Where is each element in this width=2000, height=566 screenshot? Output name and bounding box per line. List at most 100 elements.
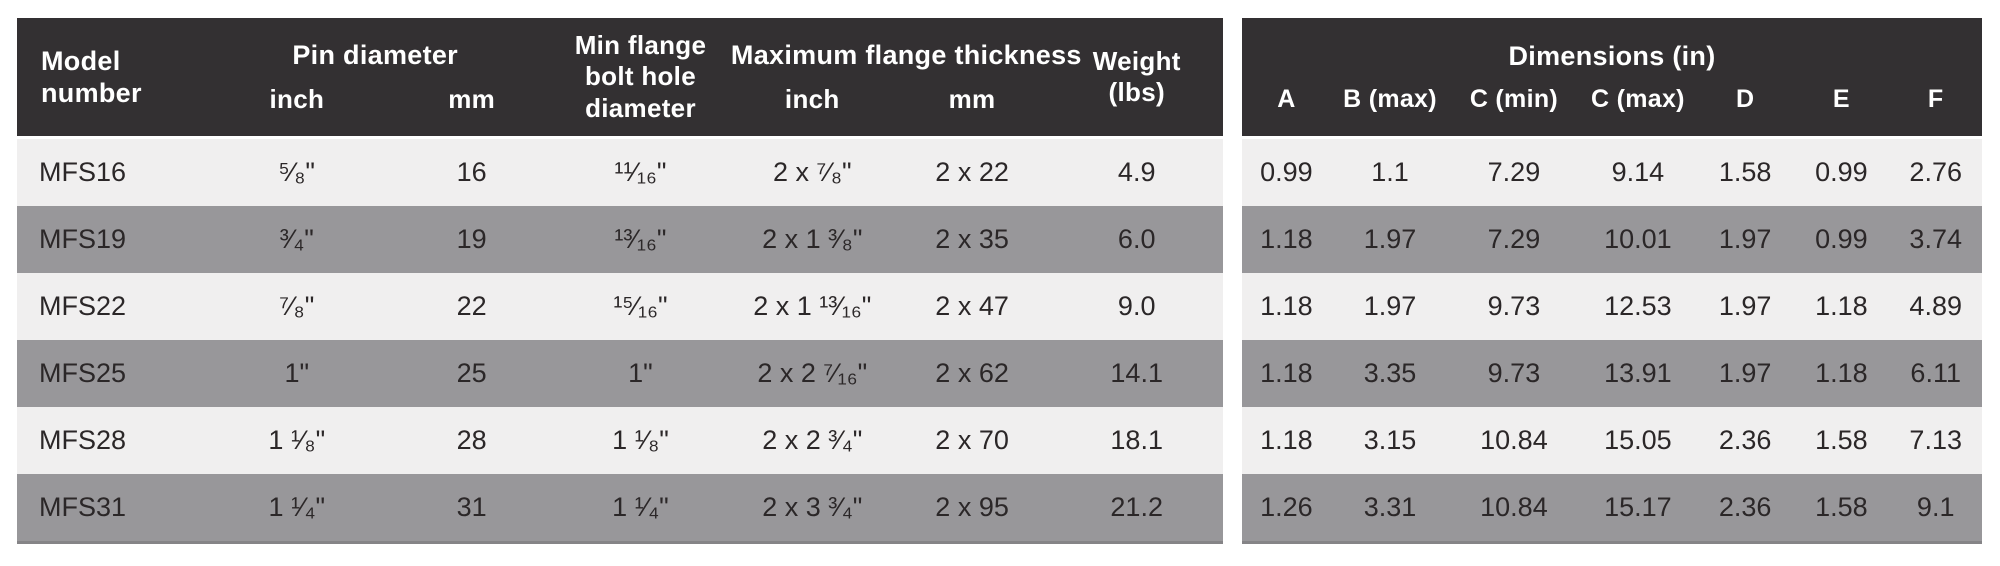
specs-table-body: MFS16 ⁵⁄₈" 16 ¹¹⁄₁₆" 2 x ⁷⁄₈" 2 x 22 4.9…: [17, 139, 1223, 544]
pin-diameter-mm-cell: 25: [456, 358, 487, 388]
pin-diameter-mm-cell: 22: [456, 291, 487, 321]
dim-e-cell: 0.99: [1815, 157, 1868, 187]
pin-diameter-inch-cell: 1": [284, 358, 310, 388]
dim-cmax-cell: 13.91: [1604, 358, 1672, 388]
model-number-cell: MFS31: [39, 492, 127, 522]
pin-diameter-mm-cell: 31: [456, 492, 487, 522]
dim-cmin-cell: 10.84: [1480, 492, 1548, 522]
max-flange-mm-cell: 2 x 70: [935, 425, 1009, 455]
max-flange-inch-cell: 2 x 1 ¹³⁄₁₆": [753, 291, 872, 321]
dim-cmin-cell: 9.73: [1487, 291, 1541, 321]
weight-cell: 4.9: [1117, 157, 1156, 187]
max-flange-mm-cell: 2 x 35: [935, 224, 1009, 254]
col-header-max-flange-thickness: Maximum flange thickness: [730, 39, 1082, 70]
pin-diameter-inch-cell: ³⁄₄": [279, 224, 314, 254]
pin-diameter-inch-cell: 1 ¹⁄₈": [268, 425, 326, 455]
dim-a-cell: 1.18: [1260, 425, 1313, 455]
min-flange-cell: ¹³⁄₁₆": [614, 224, 667, 254]
max-flange-inch-cell: 2 x 3 ³⁄₄": [762, 492, 863, 522]
dim-a-cell: 1.26: [1260, 492, 1313, 522]
max-flange-inch-cell: 2 x 1 ³⁄₈": [762, 224, 863, 254]
max-flange-mm-cell: 2 x 62: [935, 358, 1009, 388]
dimensions-table: Dimensions (in) A B (max) C (min) C (max…: [1242, 18, 1982, 566]
col-header-f: F: [1927, 84, 1944, 113]
dim-b-cell: 1.1: [1371, 157, 1409, 187]
dim-e-cell: 1.58: [1815, 425, 1868, 455]
dim-b-cell: 3.35: [1363, 358, 1417, 388]
dim-cmax-cell: 9.14: [1611, 157, 1665, 187]
dim-f-cell: 6.11: [1910, 358, 1961, 388]
dim-cmin-cell: 7.29: [1487, 224, 1541, 254]
pin-diameter-mm-cell: 28: [456, 425, 487, 455]
min-flange-cell: 1 ¹⁄₈": [612, 425, 669, 455]
dimensions-row-mfs19: 1.18 1.97 7.29 10.01 1.97 0.99 3.74: [1242, 206, 1982, 273]
pin-diameter-inch-cell: ⁷⁄₈": [279, 291, 315, 321]
dim-cmax-cell: 10.01: [1604, 224, 1672, 254]
col-header-e: E: [1832, 84, 1850, 113]
col-header-c-max: C (max): [1590, 84, 1685, 113]
pin-diameter-mm-cell: 16: [456, 157, 487, 187]
dim-cmin-cell: 10.84: [1480, 425, 1548, 455]
dimensions-row-mfs28: 1.18 3.15 10.84 15.05 2.36 1.58 7.13: [1242, 407, 1982, 474]
pin-diameter-inch-cell: ⁵⁄₈": [278, 157, 316, 187]
col-header-model-number: Model number: [41, 45, 142, 108]
dim-a-cell: 1.18: [1260, 358, 1313, 388]
model-number-cell: MFS28: [39, 425, 127, 455]
dim-e-cell: 0.99: [1815, 224, 1868, 254]
col-header-b-max: B (max): [1343, 84, 1437, 113]
dim-f-cell: 4.89: [1909, 291, 1962, 321]
dim-f-cell: 7.13: [1909, 425, 1962, 455]
max-flange-inch-cell: 2 x 2 ⁷⁄₁₆": [757, 358, 868, 388]
col-group-pin-diameter: Pin diameter inch mm: [200, 18, 550, 136]
dimensions-title: Dimensions (in): [1508, 40, 1716, 71]
min-flange-cell: ¹¹⁄₁₆": [614, 157, 667, 187]
table-row-mfs16: MFS16 ⁵⁄₈" 16 ¹¹⁄₁₆" 2 x ⁷⁄₈" 2 x 22 4.9: [17, 139, 1223, 206]
dim-f-cell: 2.76: [1909, 157, 1962, 187]
dimensions-row-mfs25: 1.18 3.35 9.73 13.91 1.97 1.18 6.11: [1242, 340, 1982, 407]
weight-cell: 18.1: [1110, 425, 1163, 455]
dim-e-cell: 1.18: [1815, 358, 1868, 388]
dim-e-cell: 1.58: [1815, 492, 1868, 522]
dim-cmax-cell: 15.17: [1604, 492, 1672, 522]
specs-table-header: Model number Pin diameter inch mm Min fl…: [17, 18, 1223, 139]
model-number-cell: MFS22: [39, 291, 127, 321]
dim-b-cell: 3.31: [1363, 492, 1417, 522]
dim-a-cell: 1.18: [1260, 224, 1313, 254]
dimensions-row-mfs22: 1.18 1.97 9.73 12.53 1.97 1.18 4.89: [1242, 273, 1982, 340]
pin-diameter-inch-cell: 1 ¹⁄₄": [268, 492, 326, 522]
table-row-mfs19: MFS19 ³⁄₄" 19 ¹³⁄₁₆" 2 x 1 ³⁄₈" 2 x 35 6…: [17, 206, 1223, 273]
dim-b-cell: 1.97: [1363, 224, 1417, 254]
col-header-d: D: [1735, 84, 1755, 113]
dim-d-cell: 1.97: [1718, 358, 1772, 388]
dimensions-table-body: 0.99 1.1 7.29 9.14 1.58 0.99 2.76 1.18 1…: [1242, 139, 1982, 544]
col-header-weight: Weight (lbs): [1092, 45, 1181, 107]
col-header-min-flange-bolt-hole-diameter: Min flange bolt hole diameter: [574, 30, 707, 123]
dim-cmin-cell: 7.29: [1487, 157, 1541, 187]
weight-cell: 21.2: [1110, 492, 1163, 522]
max-flange-mm-cell: 2 x 22: [935, 157, 1009, 187]
dimensions-row-mfs31: 1.26 3.31 10.84 15.17 2.36 1.58 9.1: [1242, 474, 1982, 541]
dim-d-cell: 2.36: [1718, 425, 1772, 455]
min-flange-cell: 1": [628, 358, 653, 388]
dim-d-cell: 1.58: [1718, 157, 1772, 187]
model-number-cell: MFS16: [39, 157, 127, 187]
dim-f-cell: 9.1: [1916, 492, 1955, 522]
table-row-mfs22: MFS22 ⁷⁄₈" 22 ¹⁵⁄₁₆" 2 x 1 ¹³⁄₁₆" 2 x 47…: [17, 273, 1223, 340]
table-row-mfs25: MFS25 1" 25 1" 2 x 2 ⁷⁄₁₆" 2 x 62 14.1: [17, 340, 1223, 407]
col-header-max-flange-inch: inch: [784, 83, 840, 114]
col-header-max-flange-mm: mm: [948, 83, 996, 114]
table-row-mfs31: MFS31 1 ¹⁄₄" 31 1 ¹⁄₄" 2 x 3 ³⁄₄" 2 x 95…: [17, 474, 1223, 541]
weight-cell: 9.0: [1117, 291, 1156, 321]
dim-cmax-cell: 15.05: [1604, 425, 1672, 455]
max-flange-inch-cell: 2 x 2 ³⁄₄": [762, 425, 863, 455]
dim-d-cell: 2.36: [1718, 492, 1772, 522]
dim-b-cell: 1.97: [1363, 291, 1417, 321]
specifications-table: Model number Pin diameter inch mm Min fl…: [17, 18, 1223, 566]
col-header-pin-mm: mm: [448, 83, 496, 114]
max-flange-inch-cell: 2 x ⁷⁄₈": [773, 157, 852, 187]
dim-d-cell: 1.97: [1718, 291, 1772, 321]
model-number-cell: MFS19: [39, 224, 127, 254]
dim-cmin-cell: 9.73: [1487, 358, 1541, 388]
dimensions-subheaders: A B (max) C (min) C (max) D E F: [1242, 85, 1982, 114]
